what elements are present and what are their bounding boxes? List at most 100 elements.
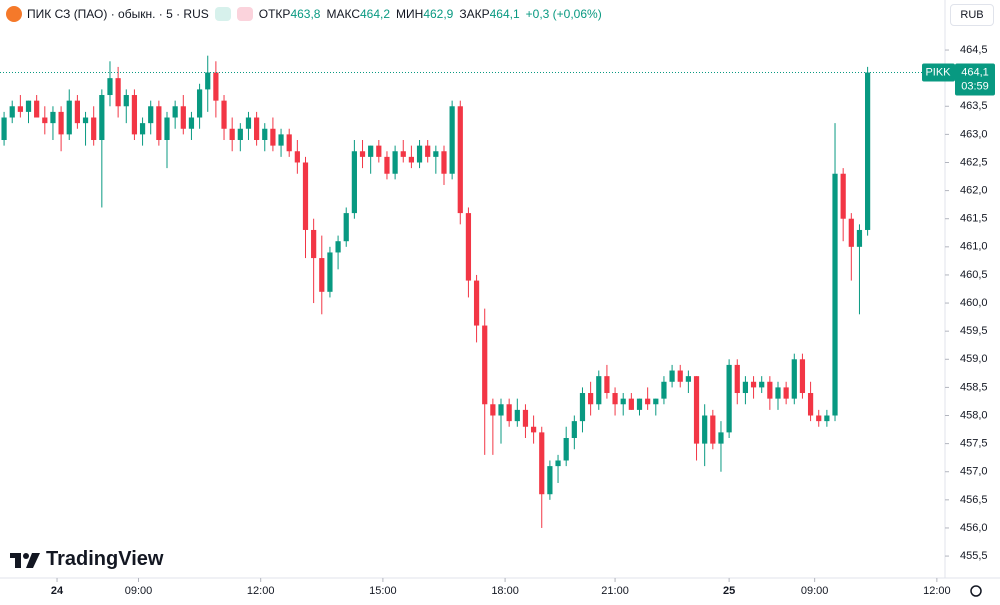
candle-body: [832, 173, 838, 416]
candle-body: [270, 128, 276, 146]
candle-body: [245, 117, 252, 129]
candle-body: [131, 95, 138, 135]
candle-body: [555, 460, 561, 467]
candle-body: [156, 106, 162, 141]
candle-body: [547, 466, 553, 495]
y-tick-label: 457,5: [960, 438, 988, 450]
candle-body: [799, 359, 806, 394]
candle-body: [522, 409, 529, 427]
x-tick-label: 09:00: [125, 585, 153, 597]
candle-body: [718, 432, 724, 444]
candle-body: [669, 370, 675, 382]
candle-body: [775, 387, 781, 399]
stats: ОТКР463,8 МАКС464,2 МИН462,9 ЗАКР464,1: [253, 7, 520, 21]
data-badge[interactable]: [236, 7, 253, 21]
candle-body: [400, 151, 406, 157]
candle-body: [759, 381, 765, 388]
candle-body: [441, 151, 447, 174]
y-tick-label: 462,5: [960, 156, 988, 168]
candle-body: [807, 393, 814, 416]
stat-label: ОТКР: [258, 7, 291, 21]
candle-body: [840, 173, 846, 219]
candle-body: [645, 398, 651, 405]
candle-body: [425, 145, 431, 157]
candle-body: [107, 78, 113, 96]
y-tick-label: 461,5: [960, 213, 988, 225]
candle-body: [91, 117, 97, 141]
candle-body: [604, 376, 610, 394]
candle-body: [205, 72, 211, 90]
settings-icon[interactable]: [970, 585, 982, 597]
candle-body: [742, 381, 749, 394]
candle-body: [9, 106, 15, 118]
candle-body: [196, 89, 203, 118]
candle-body: [612, 393, 618, 405]
stat-label: МИН: [396, 7, 424, 21]
candle-body: [34, 100, 40, 118]
candle-body: [563, 437, 569, 461]
candle-body: [351, 151, 357, 214]
candle-body: [408, 156, 415, 163]
candle-body: [311, 229, 317, 259]
candle-body: [123, 95, 129, 107]
status-badge[interactable]: [214, 7, 231, 21]
candle-body: [514, 409, 520, 422]
currency-button[interactable]: RUB: [950, 4, 994, 26]
candle-body: [99, 95, 105, 141]
y-tick-label: 461,0: [960, 241, 988, 253]
candle-body: [433, 151, 439, 157]
y-tick-label: 457,0: [960, 466, 988, 478]
candle-body: [237, 128, 243, 141]
candle-body: [473, 280, 480, 326]
x-tick-label: 15:00: [369, 585, 397, 597]
candle-body: [221, 100, 227, 129]
y-tick-label: 463,0: [960, 128, 988, 140]
symbol[interactable]: ПИК СЗ (ПАО) · обыкн. · 5 · RUS: [27, 7, 209, 21]
candle-body: [506, 404, 512, 422]
candle-body: [376, 145, 382, 157]
symbol-logo: [6, 6, 22, 22]
candle-body: [343, 213, 349, 242]
candle-body: [482, 325, 488, 405]
brand: TradingView: [10, 548, 163, 571]
candle-body: [327, 252, 333, 292]
stat-value: 464,1: [489, 7, 520, 21]
change: +0,3 (+0,06%): [525, 7, 602, 21]
y-tick-label: 456,5: [960, 494, 988, 506]
stat-value: 463,8: [290, 7, 321, 21]
legend-header: ПИК СЗ (ПАО) · обыкн. · 5 · RUS ОТКР463,…: [6, 4, 602, 24]
candle-body: [865, 72, 871, 230]
candle-body: [588, 393, 594, 405]
stat-label: ЗАКР: [459, 7, 490, 21]
candle-body: [286, 134, 292, 152]
candle-body: [539, 432, 545, 495]
candle-body: [172, 106, 178, 118]
candle-body: [58, 111, 64, 135]
candle-body: [693, 376, 700, 444]
candle-body: [710, 415, 716, 444]
candle-body: [750, 381, 757, 388]
candle-body: [596, 376, 602, 405]
y-tick-label: 464,5: [960, 44, 988, 56]
x-tick-label: 12:00: [923, 585, 951, 597]
candle-body: [25, 100, 32, 112]
candle-body: [294, 151, 300, 163]
candle-body: [636, 398, 643, 410]
candle-body: [856, 229, 863, 247]
candle-body: [791, 359, 797, 399]
stat-value: 464,2: [360, 7, 391, 21]
candle-body: [628, 398, 634, 410]
ticker-tag-label: PIKK: [925, 66, 951, 78]
stat-label: МАКС: [326, 7, 360, 21]
stat-value: 462,9: [423, 7, 454, 21]
x-tick-label: 25: [723, 585, 735, 597]
price-tag: [955, 63, 995, 96]
x-tick-label: 21:00: [601, 585, 629, 597]
candle-body: [702, 415, 708, 444]
candle-body: [359, 151, 366, 157]
candle-body: [816, 415, 822, 422]
candle-body: [66, 100, 72, 135]
y-tick-label: 459,0: [960, 353, 988, 365]
